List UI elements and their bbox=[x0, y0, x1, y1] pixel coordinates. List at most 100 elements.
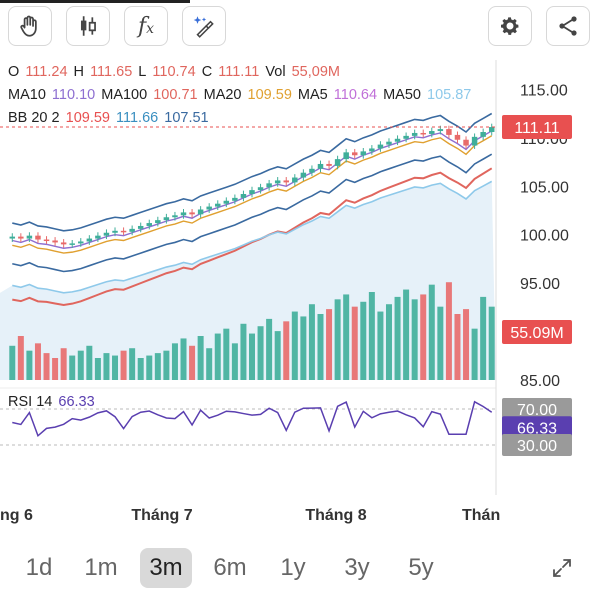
gear-icon bbox=[501, 17, 519, 35]
ohlc-legend: O 111.24 H 111.65 L 110.74 C 111.11 Vol … bbox=[8, 64, 342, 80]
candle-body bbox=[240, 194, 247, 198]
open-label: O bbox=[8, 64, 20, 80]
volume-bar bbox=[480, 296, 487, 380]
candle-body bbox=[78, 241, 84, 244]
volume-bar bbox=[163, 350, 170, 380]
volume-bar bbox=[403, 289, 410, 380]
close-value: 111.11 bbox=[218, 64, 260, 80]
volume-bar bbox=[428, 284, 435, 380]
candle-body bbox=[120, 230, 127, 233]
indicator-button[interactable]: fx bbox=[124, 6, 168, 46]
volume-bar bbox=[17, 336, 24, 380]
candle-body bbox=[386, 141, 392, 145]
header-accent-line bbox=[0, 0, 190, 3]
candle-body bbox=[103, 232, 110, 236]
candle-body bbox=[155, 220, 161, 224]
volume-bar bbox=[189, 345, 196, 380]
ma100-line bbox=[12, 167, 493, 307]
volume-bar bbox=[231, 343, 238, 380]
candle-body bbox=[69, 243, 75, 245]
range-1y[interactable]: 1y bbox=[280, 554, 306, 581]
candle-body bbox=[369, 148, 375, 152]
share-icon bbox=[559, 16, 577, 36]
bb-lower-value: 107.51 bbox=[164, 110, 209, 126]
volume-bar bbox=[326, 309, 333, 380]
settings-button[interactable] bbox=[488, 6, 532, 46]
candle-body bbox=[206, 206, 212, 210]
rsi-current-badge bbox=[502, 416, 572, 439]
range-3y[interactable]: 3y bbox=[344, 554, 370, 581]
volume-bar bbox=[129, 348, 136, 380]
range-1m[interactable]: 1m bbox=[84, 554, 118, 581]
rsi-70-badge bbox=[502, 398, 572, 420]
price-chart[interactable]: 115.00110.00105.00100.0095.0085.00111.11… bbox=[0, 0, 600, 540]
ma-label-ma10: MA10 bbox=[8, 87, 46, 103]
candle-body bbox=[300, 172, 307, 178]
x-axis-label: Tháng 7 bbox=[131, 507, 192, 524]
volume-bar bbox=[317, 314, 324, 380]
volume-bar bbox=[463, 309, 470, 380]
ma-label-ma5: MA5 bbox=[297, 87, 328, 103]
candle-body bbox=[26, 235, 33, 239]
x-axis-label: Thán bbox=[462, 507, 500, 524]
volume-bar bbox=[437, 306, 444, 380]
hand-icon bbox=[20, 15, 37, 37]
close-label: C bbox=[201, 64, 213, 80]
candle-body bbox=[283, 180, 289, 183]
volume-bar bbox=[240, 323, 247, 380]
candlestick-icon bbox=[80, 16, 96, 36]
ma-label-ma20: MA20 bbox=[203, 87, 242, 103]
volume-bar bbox=[343, 294, 350, 380]
x-axis-label: Tháng 8 bbox=[305, 507, 366, 524]
price-tick-label: 85.00 bbox=[520, 373, 560, 390]
volume-value: 55,09M bbox=[291, 64, 340, 80]
candle-body bbox=[223, 200, 230, 204]
candle-body bbox=[137, 225, 144, 229]
candle-body bbox=[35, 235, 41, 240]
magic-draw-button[interactable] bbox=[182, 6, 226, 46]
candle-body bbox=[95, 235, 101, 239]
volume-bar bbox=[180, 338, 187, 380]
volume-bar bbox=[26, 350, 33, 380]
volume-bar bbox=[283, 321, 290, 380]
volume-bar bbox=[197, 336, 204, 380]
bb-upper-value: 109.59 bbox=[65, 110, 110, 126]
volume-bar bbox=[308, 304, 315, 380]
candle-body bbox=[429, 131, 435, 134]
range-6m[interactable]: 6m bbox=[213, 554, 247, 581]
candle-body bbox=[163, 217, 170, 221]
open-value: 111.24 bbox=[25, 64, 68, 80]
volume-bar bbox=[112, 355, 119, 380]
volume-bar bbox=[360, 301, 367, 380]
volume-bar bbox=[171, 343, 178, 380]
hand-tool-button[interactable] bbox=[8, 6, 52, 46]
bb-mid-value: 111.66 bbox=[116, 110, 159, 126]
high-value: 111.65 bbox=[90, 64, 133, 80]
share-button[interactable] bbox=[546, 6, 590, 46]
rsi-30-text: 30.00 bbox=[517, 438, 557, 455]
function-icon: fx bbox=[137, 13, 155, 39]
candle-body bbox=[189, 212, 195, 215]
rsi-line bbox=[12, 400, 493, 438]
volume-bar bbox=[394, 296, 401, 380]
volume-bar bbox=[385, 304, 392, 380]
candle-body bbox=[394, 138, 401, 142]
range-3m[interactable]: 3m bbox=[140, 548, 192, 588]
candle-body bbox=[463, 139, 469, 146]
candlestick-button[interactable] bbox=[66, 6, 110, 46]
expand-button[interactable] bbox=[540, 548, 584, 588]
price-tick-label: 95.00 bbox=[520, 276, 560, 293]
range-5y[interactable]: 5y bbox=[408, 554, 434, 581]
candle-body bbox=[86, 238, 93, 242]
ma-value-ma100: 100.71 bbox=[153, 87, 198, 103]
bb-lower-line bbox=[12, 153, 493, 273]
candle-body bbox=[146, 223, 153, 226]
range-1d[interactable]: 1d bbox=[25, 554, 53, 581]
volume-bar bbox=[103, 353, 110, 380]
rsi-30-badge bbox=[502, 434, 572, 456]
volume-label: Vol bbox=[265, 64, 286, 80]
ma-label-ma100: MA100 bbox=[101, 87, 148, 103]
rsi-value: 66.33 bbox=[58, 394, 95, 410]
volume-bar bbox=[137, 358, 144, 380]
ma-value-ma10: 110.10 bbox=[51, 87, 96, 103]
